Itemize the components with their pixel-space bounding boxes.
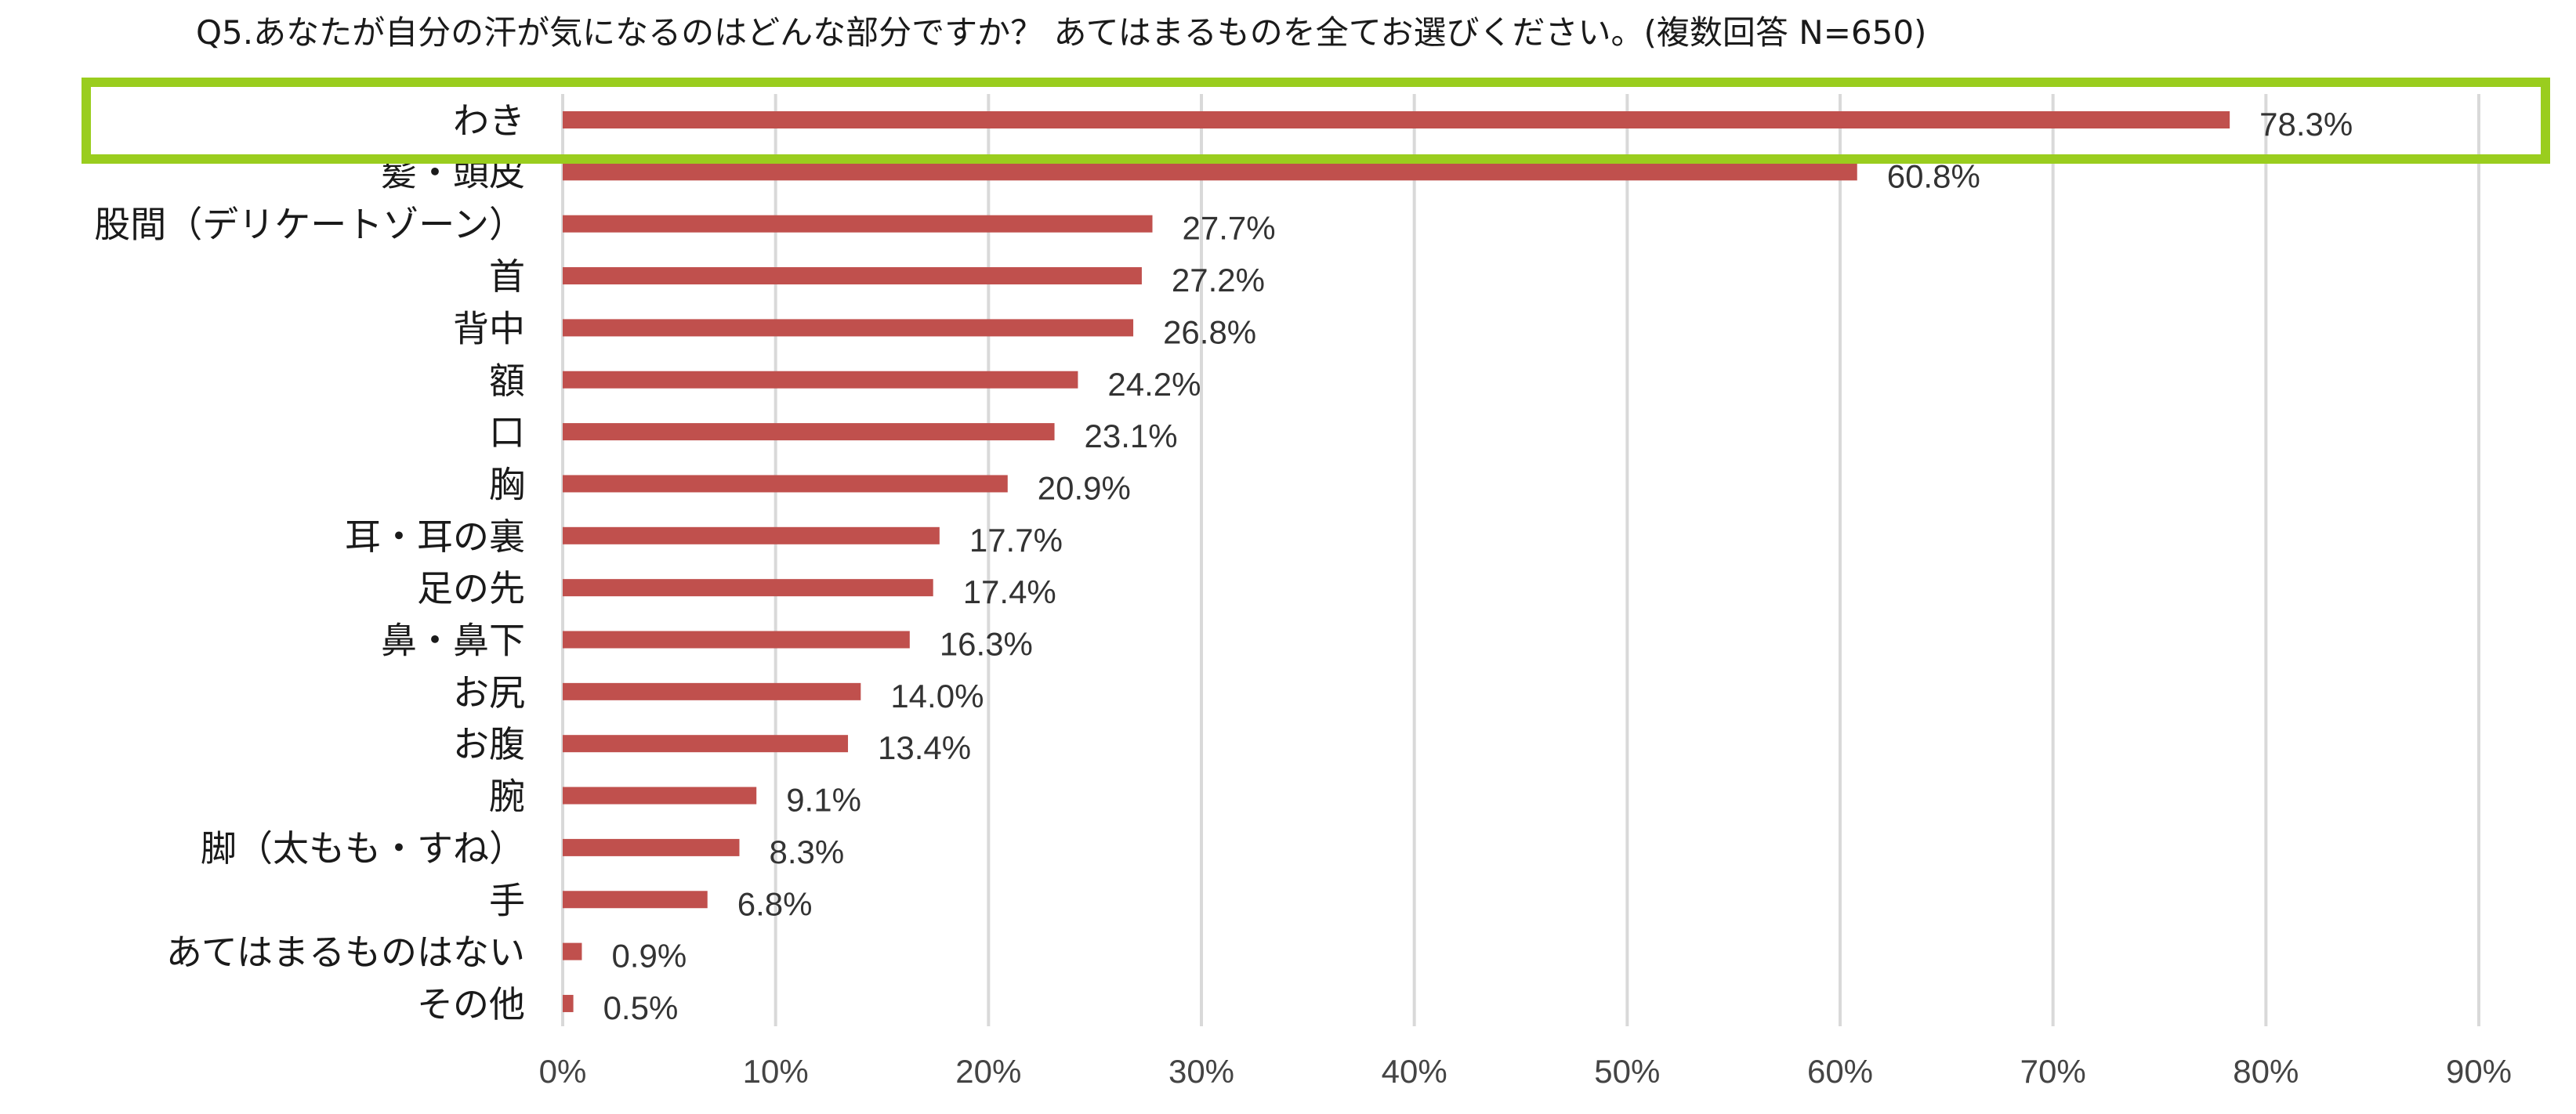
- bar-9: [563, 579, 933, 597]
- x-axis-tick-labels: 0% 10% 20% 30% 40% 50% 60% 70% 80% 90%: [539, 1053, 2512, 1090]
- bar-3: [563, 267, 1142, 285]
- category-label-3: 首: [489, 255, 525, 298]
- category-labels: わき髪・頭皮股間（デリケートゾーン）首背中額口胸耳・耳の裏足の先鼻・鼻下お尻お腹…: [94, 99, 525, 1025]
- x-tick-label-30: 30%: [1168, 1053, 1234, 1090]
- bar-8: [563, 526, 940, 544]
- bar-17: [563, 994, 574, 1012]
- category-label-5: 額: [489, 360, 525, 402]
- value-label-5: 24.2%: [1107, 366, 1201, 403]
- category-label-11: お尻: [453, 671, 525, 714]
- chart-title: Q5.あなたが自分の汗が気になるのはどんな部分ですか？ あてはまるものを全てお選…: [196, 13, 1927, 52]
- value-label-10: 16.3%: [940, 626, 1033, 663]
- value-label-15: 6.8%: [737, 885, 813, 922]
- bar-16: [563, 942, 582, 960]
- category-label-8: 耳・耳の裏: [345, 515, 525, 558]
- grid-lines: [561, 94, 2480, 1026]
- value-label-3: 27.2%: [1172, 262, 1265, 298]
- bar-15: [563, 891, 708, 909]
- category-label-17: その他: [417, 983, 525, 1025]
- value-label-13: 9.1%: [786, 782, 861, 819]
- category-label-0: わき: [453, 99, 525, 142]
- x-tick-label-80: 80%: [2233, 1053, 2299, 1090]
- bar-4: [563, 319, 1134, 337]
- value-label-1: 60.8%: [1887, 157, 1980, 194]
- category-label-16: あてはまるものはない: [166, 931, 525, 974]
- bar-6: [563, 423, 1055, 441]
- x-tick-label-50: 50%: [1594, 1053, 1660, 1090]
- bar-1: [563, 163, 1857, 181]
- bar-0: [563, 111, 2230, 128]
- value-label-12: 13.4%: [878, 729, 971, 766]
- x-tick-label-40: 40%: [1382, 1053, 1447, 1090]
- bar-10: [563, 631, 910, 649]
- value-label-14: 8.3%: [769, 834, 844, 870]
- category-label-9: 足の先: [417, 567, 525, 609]
- value-label-8: 17.7%: [969, 522, 1063, 559]
- value-label-17: 0.5%: [603, 989, 679, 1026]
- category-label-13: 腕: [489, 776, 525, 818]
- category-label-7: 胸: [489, 463, 525, 505]
- bar-11: [563, 682, 861, 700]
- value-label-7: 20.9%: [1038, 469, 1131, 506]
- category-label-4: 背中: [453, 307, 525, 349]
- category-label-15: 手: [489, 879, 525, 921]
- highlight-frame: [82, 78, 2550, 164]
- value-labels: 78.3% 60.8% 27.7% 27.2% 26.8% 24.2% 23.1% 20.9%…: [603, 106, 2353, 1026]
- bar-7: [563, 475, 1008, 493]
- value-label-9: 17.4%: [963, 573, 1056, 610]
- value-label-2: 27.7%: [1183, 210, 1276, 247]
- value-label-4: 26.8%: [1163, 313, 1256, 350]
- bar-14: [563, 838, 740, 856]
- value-label-16: 0.9%: [611, 938, 687, 975]
- category-label-14: 脚（太もも・すね）: [201, 827, 525, 870]
- bar-2: [563, 215, 1153, 233]
- x-tick-label-10: 10%: [743, 1053, 809, 1090]
- x-tick-label-60: 60%: [1807, 1053, 1873, 1090]
- category-label-10: 鼻・鼻下: [381, 620, 525, 662]
- highlight-box: [82, 78, 2550, 164]
- x-tick-label-0: 0%: [539, 1053, 587, 1090]
- bars: [563, 111, 2230, 1012]
- x-tick-label-70: 70%: [2020, 1053, 2086, 1090]
- category-label-6: 口: [489, 411, 525, 454]
- x-tick-label-20: 20%: [955, 1053, 1021, 1090]
- bar-13: [563, 787, 757, 805]
- value-label-6: 23.1%: [1085, 418, 1178, 454]
- bar-5: [563, 371, 1078, 389]
- x-tick-label-90: 90%: [2446, 1053, 2512, 1090]
- category-label-12: お腹: [453, 723, 525, 765]
- value-label-0: 78.3%: [2259, 106, 2353, 143]
- bar-12: [563, 735, 849, 753]
- value-label-11: 14.0%: [890, 678, 984, 714]
- category-label-2: 股間（デリケートゾーン）: [94, 204, 525, 246]
